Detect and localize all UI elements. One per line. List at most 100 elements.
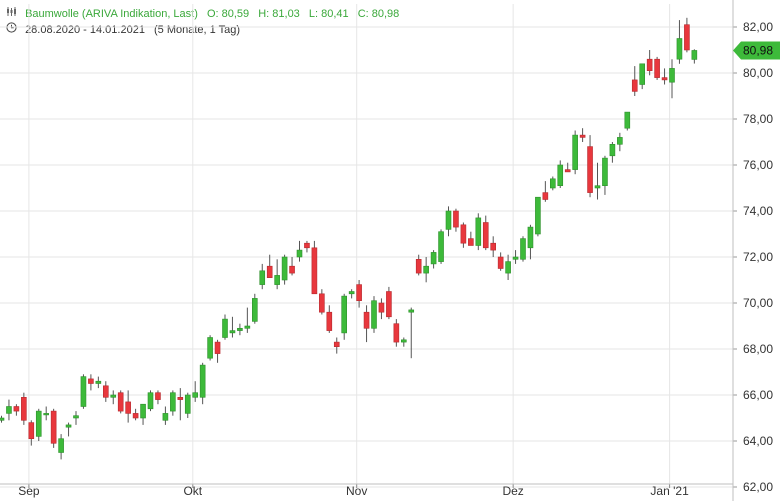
candle-down — [542, 192, 549, 200]
y-tick-label: 68,00 — [743, 342, 773, 356]
candle-down — [564, 169, 571, 173]
candle-up — [43, 413, 50, 416]
candle-up — [6, 406, 12, 414]
y-tick-label: 62,00 — [743, 480, 773, 494]
candle-up — [400, 339, 407, 343]
candle-up — [237, 327, 243, 331]
candle-up — [520, 238, 526, 260]
candle-up — [549, 178, 556, 189]
y-tick-label: 70,00 — [743, 296, 773, 310]
y-tick-label: 82,00 — [743, 20, 773, 34]
y-tick-label: 66,00 — [743, 388, 773, 402]
candle-down — [468, 238, 474, 246]
candle-down — [326, 311, 333, 331]
candle-down — [266, 265, 273, 279]
candle-down — [363, 311, 370, 329]
candle-down — [386, 291, 392, 318]
candle-up — [147, 392, 154, 410]
candle-down — [482, 222, 489, 249]
candle-up — [527, 226, 534, 249]
candlestick-icon — [6, 6, 18, 20]
candle-up — [423, 265, 429, 274]
candle-up — [207, 337, 213, 359]
candle-up — [445, 210, 452, 230]
candle-down — [214, 341, 221, 354]
candle-down — [460, 224, 467, 244]
candle-down — [356, 284, 362, 302]
candle-down — [304, 242, 310, 249]
candle-up — [244, 325, 251, 329]
candle-up — [162, 413, 169, 421]
x-tick-label: Jan '21 — [650, 484, 689, 498]
candle-up — [512, 256, 519, 260]
candle-down — [490, 242, 497, 251]
candle-down — [587, 146, 593, 193]
candle-up — [274, 275, 280, 285]
candle-down — [393, 323, 400, 343]
candle-down — [311, 247, 318, 295]
x-tick-label: Sep — [18, 484, 40, 498]
instrument-name: Baumwolle (ARIVA Indikation, Last) — [25, 8, 198, 20]
y-tick-label: 74,00 — [743, 204, 773, 218]
y-tick-label: 76,00 — [743, 158, 773, 172]
candle-up — [252, 298, 258, 322]
candle-up — [184, 394, 191, 414]
candle-down — [661, 77, 668, 81]
candle-up — [505, 261, 511, 274]
candle-down — [155, 392, 161, 400]
candle-down — [177, 396, 184, 400]
candle-up — [624, 111, 631, 129]
candle-up — [341, 295, 348, 334]
candle-up — [371, 300, 377, 329]
x-tick-label: Nov — [346, 484, 367, 498]
candle-up — [594, 185, 601, 189]
candle-down — [631, 79, 638, 92]
y-tick-label: 64,00 — [743, 434, 773, 448]
candle-down — [103, 385, 109, 398]
candle-up — [535, 196, 541, 235]
candle-down — [88, 378, 94, 384]
candle-up — [80, 376, 87, 407]
close-value: C: 80,98 — [357, 8, 400, 20]
candle-up — [199, 364, 206, 398]
candle-up — [110, 394, 117, 398]
candle-down — [132, 413, 139, 419]
candle-up — [676, 38, 683, 60]
candle-down — [654, 58, 660, 78]
x-tick-label: Okt — [183, 484, 202, 498]
candle-down — [117, 392, 124, 412]
x-tick-label: Dez — [502, 484, 523, 498]
last-price-badge — [733, 41, 780, 60]
candle-down — [125, 401, 131, 414]
candle-up — [557, 164, 564, 187]
candle-down — [378, 302, 385, 313]
candle-down — [453, 210, 459, 228]
candle-down — [319, 293, 325, 313]
candle-up — [691, 50, 698, 60]
candle-up — [95, 380, 102, 384]
candle-up — [229, 330, 236, 334]
candle-down — [579, 134, 586, 138]
candle-up — [408, 309, 415, 313]
low-value: L: 80,41 — [308, 8, 349, 20]
candle-down — [333, 341, 340, 348]
candle-down — [21, 396, 27, 421]
y-tick-label: 80,00 — [743, 66, 773, 80]
candle-up — [669, 68, 675, 83]
candle-up — [73, 415, 79, 419]
candle-up — [602, 157, 608, 187]
candle-down — [497, 256, 504, 269]
candle-down — [684, 24, 690, 51]
candle-down — [13, 406, 20, 412]
candle-up — [639, 63, 646, 85]
y-tick-label: 72,00 — [743, 250, 773, 264]
candle-up — [617, 137, 623, 145]
last-price-label: 80,98 — [743, 43, 773, 57]
candle-down — [415, 258, 422, 274]
y-tick-label: 78,00 — [743, 112, 773, 126]
candle-up — [170, 392, 176, 412]
candle-up — [0, 417, 5, 421]
candle-up — [609, 144, 616, 157]
candle-down — [646, 58, 653, 72]
